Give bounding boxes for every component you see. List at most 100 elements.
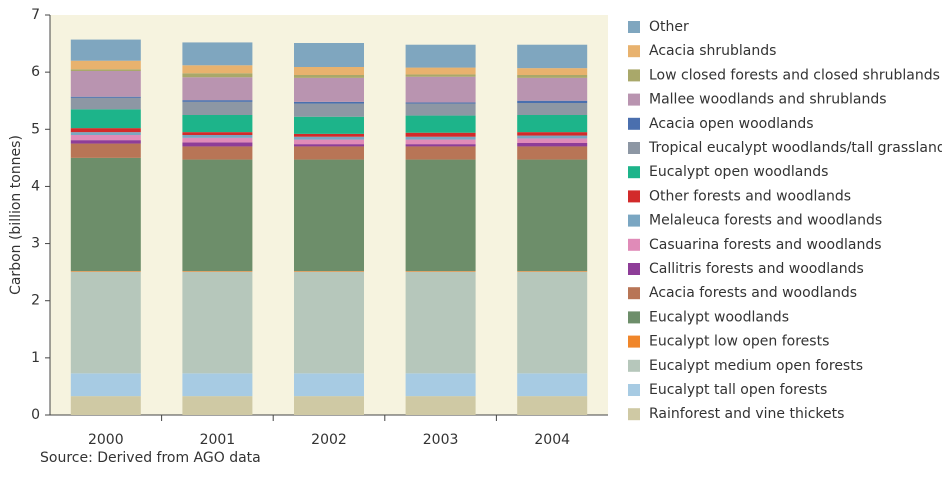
bar-segment — [517, 115, 588, 133]
bar-segment — [294, 133, 364, 137]
bar-segment — [182, 42, 253, 66]
bar-segment — [182, 146, 253, 160]
bar-segment — [182, 135, 253, 138]
bar-segment — [182, 271, 253, 272]
bar-segment — [405, 74, 476, 77]
bar-segment — [294, 101, 364, 104]
legend-swatch — [628, 263, 640, 275]
bar-segment — [70, 135, 141, 141]
x-tick-label: 2002 — [311, 432, 347, 448]
bar-segment — [517, 132, 588, 136]
bar-segment — [294, 146, 364, 160]
bar-segment — [405, 115, 476, 133]
legend-swatch — [628, 214, 640, 227]
bar-segment — [517, 271, 588, 374]
bar-segment — [70, 132, 141, 135]
legend-swatch — [628, 69, 640, 82]
bar-segment — [517, 100, 588, 103]
legend-label: Callitris forests and woodlands — [649, 261, 864, 277]
legend-label: Rainforest and vine thickets — [649, 406, 844, 422]
bar-segment — [70, 71, 141, 97]
bar-segment — [405, 146, 476, 160]
bar-segment — [517, 75, 588, 78]
legend-label: Eucalypt open woodlands — [649, 164, 828, 180]
bar-segment — [70, 109, 141, 129]
bar-segment — [294, 67, 364, 75]
bar-segment — [405, 44, 476, 68]
legend-label: Acacia open woodlands — [649, 116, 814, 132]
x-tick-label: 2004 — [534, 432, 570, 448]
bar-segment — [294, 103, 364, 117]
bar-segment — [70, 157, 141, 271]
legend-label: Mallee woodlands and shrublands — [649, 92, 887, 108]
bar-segment — [294, 373, 364, 397]
bar-segment — [294, 159, 364, 271]
bar-segment — [182, 271, 253, 374]
bar-segment — [405, 132, 476, 137]
bar-segment — [182, 132, 253, 135]
legend-label: Eucalypt tall open forests — [649, 382, 827, 398]
y-tick-label: 2 — [31, 293, 40, 309]
bar-segment — [405, 102, 476, 104]
bar-segment — [405, 373, 476, 397]
bar-segment — [294, 139, 364, 145]
y-tick-label: 6 — [31, 64, 40, 80]
bar-segment — [294, 144, 364, 147]
bar-segment — [70, 271, 141, 374]
bar-segment — [294, 271, 364, 272]
bar-segment — [517, 396, 588, 415]
legend-swatch — [628, 335, 640, 348]
bar-segment — [182, 100, 253, 102]
legend-swatch — [628, 408, 640, 421]
bar-segment — [70, 143, 141, 158]
legend-swatch — [628, 311, 640, 324]
legend-label: Other — [649, 19, 689, 35]
legend-label: Tropical eucalypt woodlands/tall grassla… — [648, 140, 942, 156]
bar-segment — [517, 146, 588, 160]
bar-segment — [182, 115, 253, 133]
bar-segment — [294, 77, 364, 102]
bar-segment — [70, 396, 141, 415]
bar-segment — [294, 75, 364, 78]
bar-segment — [517, 159, 588, 271]
bar-segment — [70, 97, 141, 110]
legend-swatch — [628, 21, 640, 33]
legend-swatch — [628, 238, 640, 251]
bar-segment — [70, 128, 141, 133]
bar-segment — [70, 60, 141, 70]
bar-segment — [517, 68, 588, 75]
legend-swatch — [628, 45, 640, 58]
bar-segment — [70, 140, 141, 144]
bar-segment — [294, 43, 364, 67]
bar-segment — [405, 159, 476, 271]
source: Source: Derived from AGO data — [40, 450, 261, 466]
bar-segment — [405, 139, 476, 145]
legend-label: Eucalypt medium open forests — [649, 358, 863, 374]
bar-segment — [405, 271, 476, 272]
bar-segment — [405, 271, 476, 374]
legend-label: Casuarina forests and woodlands — [649, 237, 882, 253]
bar-segment — [182, 396, 253, 415]
bar-segment — [182, 373, 253, 397]
bar-segment — [182, 159, 253, 271]
legend-swatch — [628, 384, 640, 396]
bar-segment — [182, 73, 253, 78]
legend-swatch — [628, 93, 640, 106]
bar-segment — [182, 137, 253, 143]
legend-label: Acacia forests and woodlands — [649, 285, 857, 301]
y-tick-label: 7 — [31, 7, 40, 23]
bar-segment — [517, 373, 588, 397]
legend-swatch — [628, 166, 640, 179]
bar-segment — [405, 144, 476, 147]
bar-segment — [517, 44, 588, 69]
bar-segment — [517, 77, 588, 101]
y-tick-label: 0 — [31, 407, 40, 423]
bar-segment — [294, 136, 364, 140]
legend-swatch — [628, 190, 640, 203]
x-tick-label: 2000 — [88, 432, 124, 448]
bar-segment — [294, 396, 364, 415]
legend-label: Melaleuca forests and woodlands — [649, 213, 882, 229]
bar-segment — [405, 76, 476, 103]
bar-segment — [70, 271, 141, 272]
